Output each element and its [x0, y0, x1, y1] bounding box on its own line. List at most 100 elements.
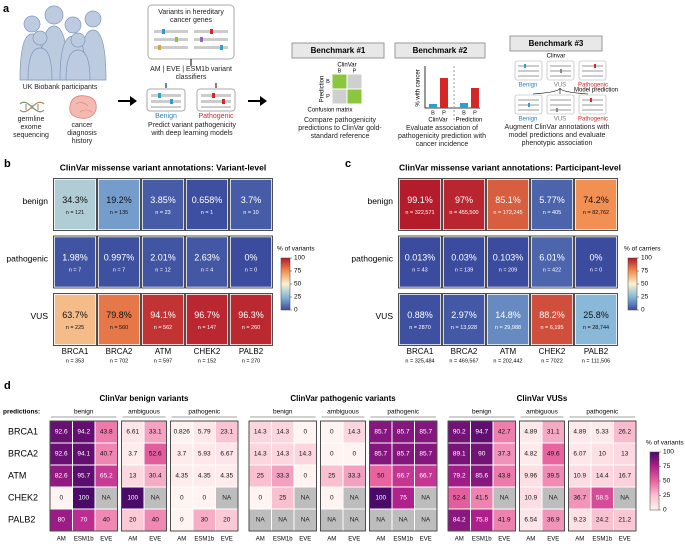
cell-outline — [53, 235, 97, 289]
cell-label: 0.826 — [174, 429, 191, 436]
axis-label: ClinVar — [337, 63, 356, 69]
cell-label: 50 — [377, 473, 385, 480]
cell-outline — [574, 293, 618, 346]
cell-count-label: n = 43 — [412, 267, 427, 273]
missing-label: NA — [256, 517, 266, 524]
cell — [486, 293, 530, 346]
chart-title: ClinVar missense variant annotations: Pa… — [399, 162, 621, 172]
cell-label: 70 — [80, 517, 88, 524]
cell-label: 94.1 — [77, 451, 90, 458]
cell-label: 20 — [223, 517, 231, 524]
predictions-label: predictions: — [3, 409, 40, 416]
cell — [53, 178, 97, 231]
x-tick-label: AM — [256, 537, 265, 543]
subgroup-label: benign — [273, 409, 293, 416]
cell-label: 14.3 — [254, 451, 267, 458]
caption: Confusion matrix — [307, 108, 352, 114]
cell-value-label: 63.7% — [62, 310, 88, 320]
cell-label: 16.7 — [618, 473, 631, 480]
row-label: BRCA1 — [8, 426, 38, 436]
row-label: VUS — [31, 311, 49, 321]
cell-count-label: n = 29,988 — [495, 325, 521, 331]
cell-count-label: n = 1 — [201, 210, 213, 216]
subgroup-label: ambiguous — [327, 409, 360, 416]
cell-label: 13 — [129, 473, 137, 480]
cell-label: 92.6 — [55, 451, 68, 458]
cell-count-label: n = 121 — [66, 210, 85, 216]
cell-value-label: 3.85% — [150, 195, 176, 205]
cell — [53, 293, 97, 346]
panel-label: a — [3, 3, 10, 15]
cell-count-label: n = 147 — [198, 325, 217, 331]
cell-count-label: n = 0 — [590, 267, 602, 273]
cell-count-label: n = 0 — [245, 267, 257, 273]
cell-label: 82.6 — [55, 473, 68, 480]
gene-bars — [154, 29, 228, 50]
cell-value-label: 2.97% — [451, 310, 477, 320]
cell-label: 14.3 — [254, 429, 267, 436]
cell-label: 0 — [303, 473, 307, 480]
cell-label: 20 — [129, 517, 137, 524]
cell-label: 85.7 — [374, 451, 387, 458]
colorbar-title: % of variants — [646, 440, 684, 447]
cell — [229, 293, 273, 346]
row-label: benign — [367, 196, 393, 206]
subgroup-outline — [49, 420, 118, 532]
cell-label: 49.6 — [547, 451, 560, 458]
x-tick-sublabel: n = 702 — [110, 358, 129, 364]
subgroup-label: ambiguous — [526, 409, 559, 416]
cell — [398, 178, 442, 231]
cell-outline — [398, 178, 442, 231]
cell-label: 41.5 — [475, 495, 488, 502]
row-label: benign — [22, 196, 48, 206]
x-tick-label: ATM — [155, 347, 172, 356]
x-tick-label: ESM1b — [592, 537, 612, 543]
cell — [141, 235, 185, 289]
cell-outline — [97, 235, 141, 289]
cell-outline — [442, 235, 486, 289]
cell-outline — [398, 293, 442, 346]
x-tick-label: AM — [327, 537, 336, 543]
cell-label: 40 — [103, 517, 111, 524]
missing-label: NA — [301, 517, 311, 524]
row-label: pathogenic — [351, 253, 393, 263]
colorbar-tick-label: 75 — [294, 268, 302, 275]
cell-label: 31.1 — [547, 429, 560, 436]
cell-count-label: n = 172,245 — [493, 210, 522, 216]
x-tick-label: AM — [376, 537, 385, 543]
subgroup-outline — [447, 420, 516, 532]
x-tick-label: ESM1b — [273, 537, 293, 543]
x-tick-label: EVE — [149, 537, 161, 543]
benchmark-title: Benchmark #3 — [529, 39, 584, 48]
cell-outline — [486, 293, 530, 346]
cell-outline — [97, 293, 141, 346]
cell-outline — [53, 293, 97, 346]
colorbar-tick-label: 25 — [641, 294, 649, 301]
cell-value-label: 79.8% — [106, 310, 132, 320]
x-tick-sublabel: n = 270 — [242, 358, 261, 364]
cell — [398, 235, 442, 289]
cell-label: 43.8 — [100, 429, 113, 436]
cell-label: 10.9 — [524, 495, 537, 502]
cell-label: 4.82 — [524, 451, 537, 458]
cell-value-label: 74.2% — [583, 195, 609, 205]
colorbar-tick-label: 0 — [294, 307, 298, 314]
caption: cancer diagnosis history — [67, 122, 97, 146]
cell-value-label: 94.1% — [150, 310, 176, 320]
panel-label: b — [4, 158, 11, 170]
class-label: Pathogenic — [578, 83, 608, 89]
cell-value-label: 1.98% — [62, 252, 88, 262]
cell-label: 24.2 — [596, 517, 609, 524]
cell-label: 4.35 — [175, 473, 188, 480]
x-tick-label: BRCA2 — [451, 347, 478, 356]
cell-label: 21.2 — [618, 517, 631, 524]
cell — [185, 178, 229, 231]
colorbar-tick-label: 50 — [641, 281, 649, 288]
benchmark-title: Benchmark #1 — [311, 46, 366, 55]
cell-label: 0 — [330, 495, 334, 502]
x-tick-label: EVE — [348, 537, 360, 543]
mini-bars — [518, 64, 603, 112]
axis-label: Prediction — [320, 76, 326, 103]
cell — [398, 293, 442, 346]
